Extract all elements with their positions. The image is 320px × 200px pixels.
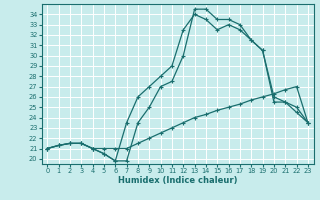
X-axis label: Humidex (Indice chaleur): Humidex (Indice chaleur) <box>118 176 237 185</box>
